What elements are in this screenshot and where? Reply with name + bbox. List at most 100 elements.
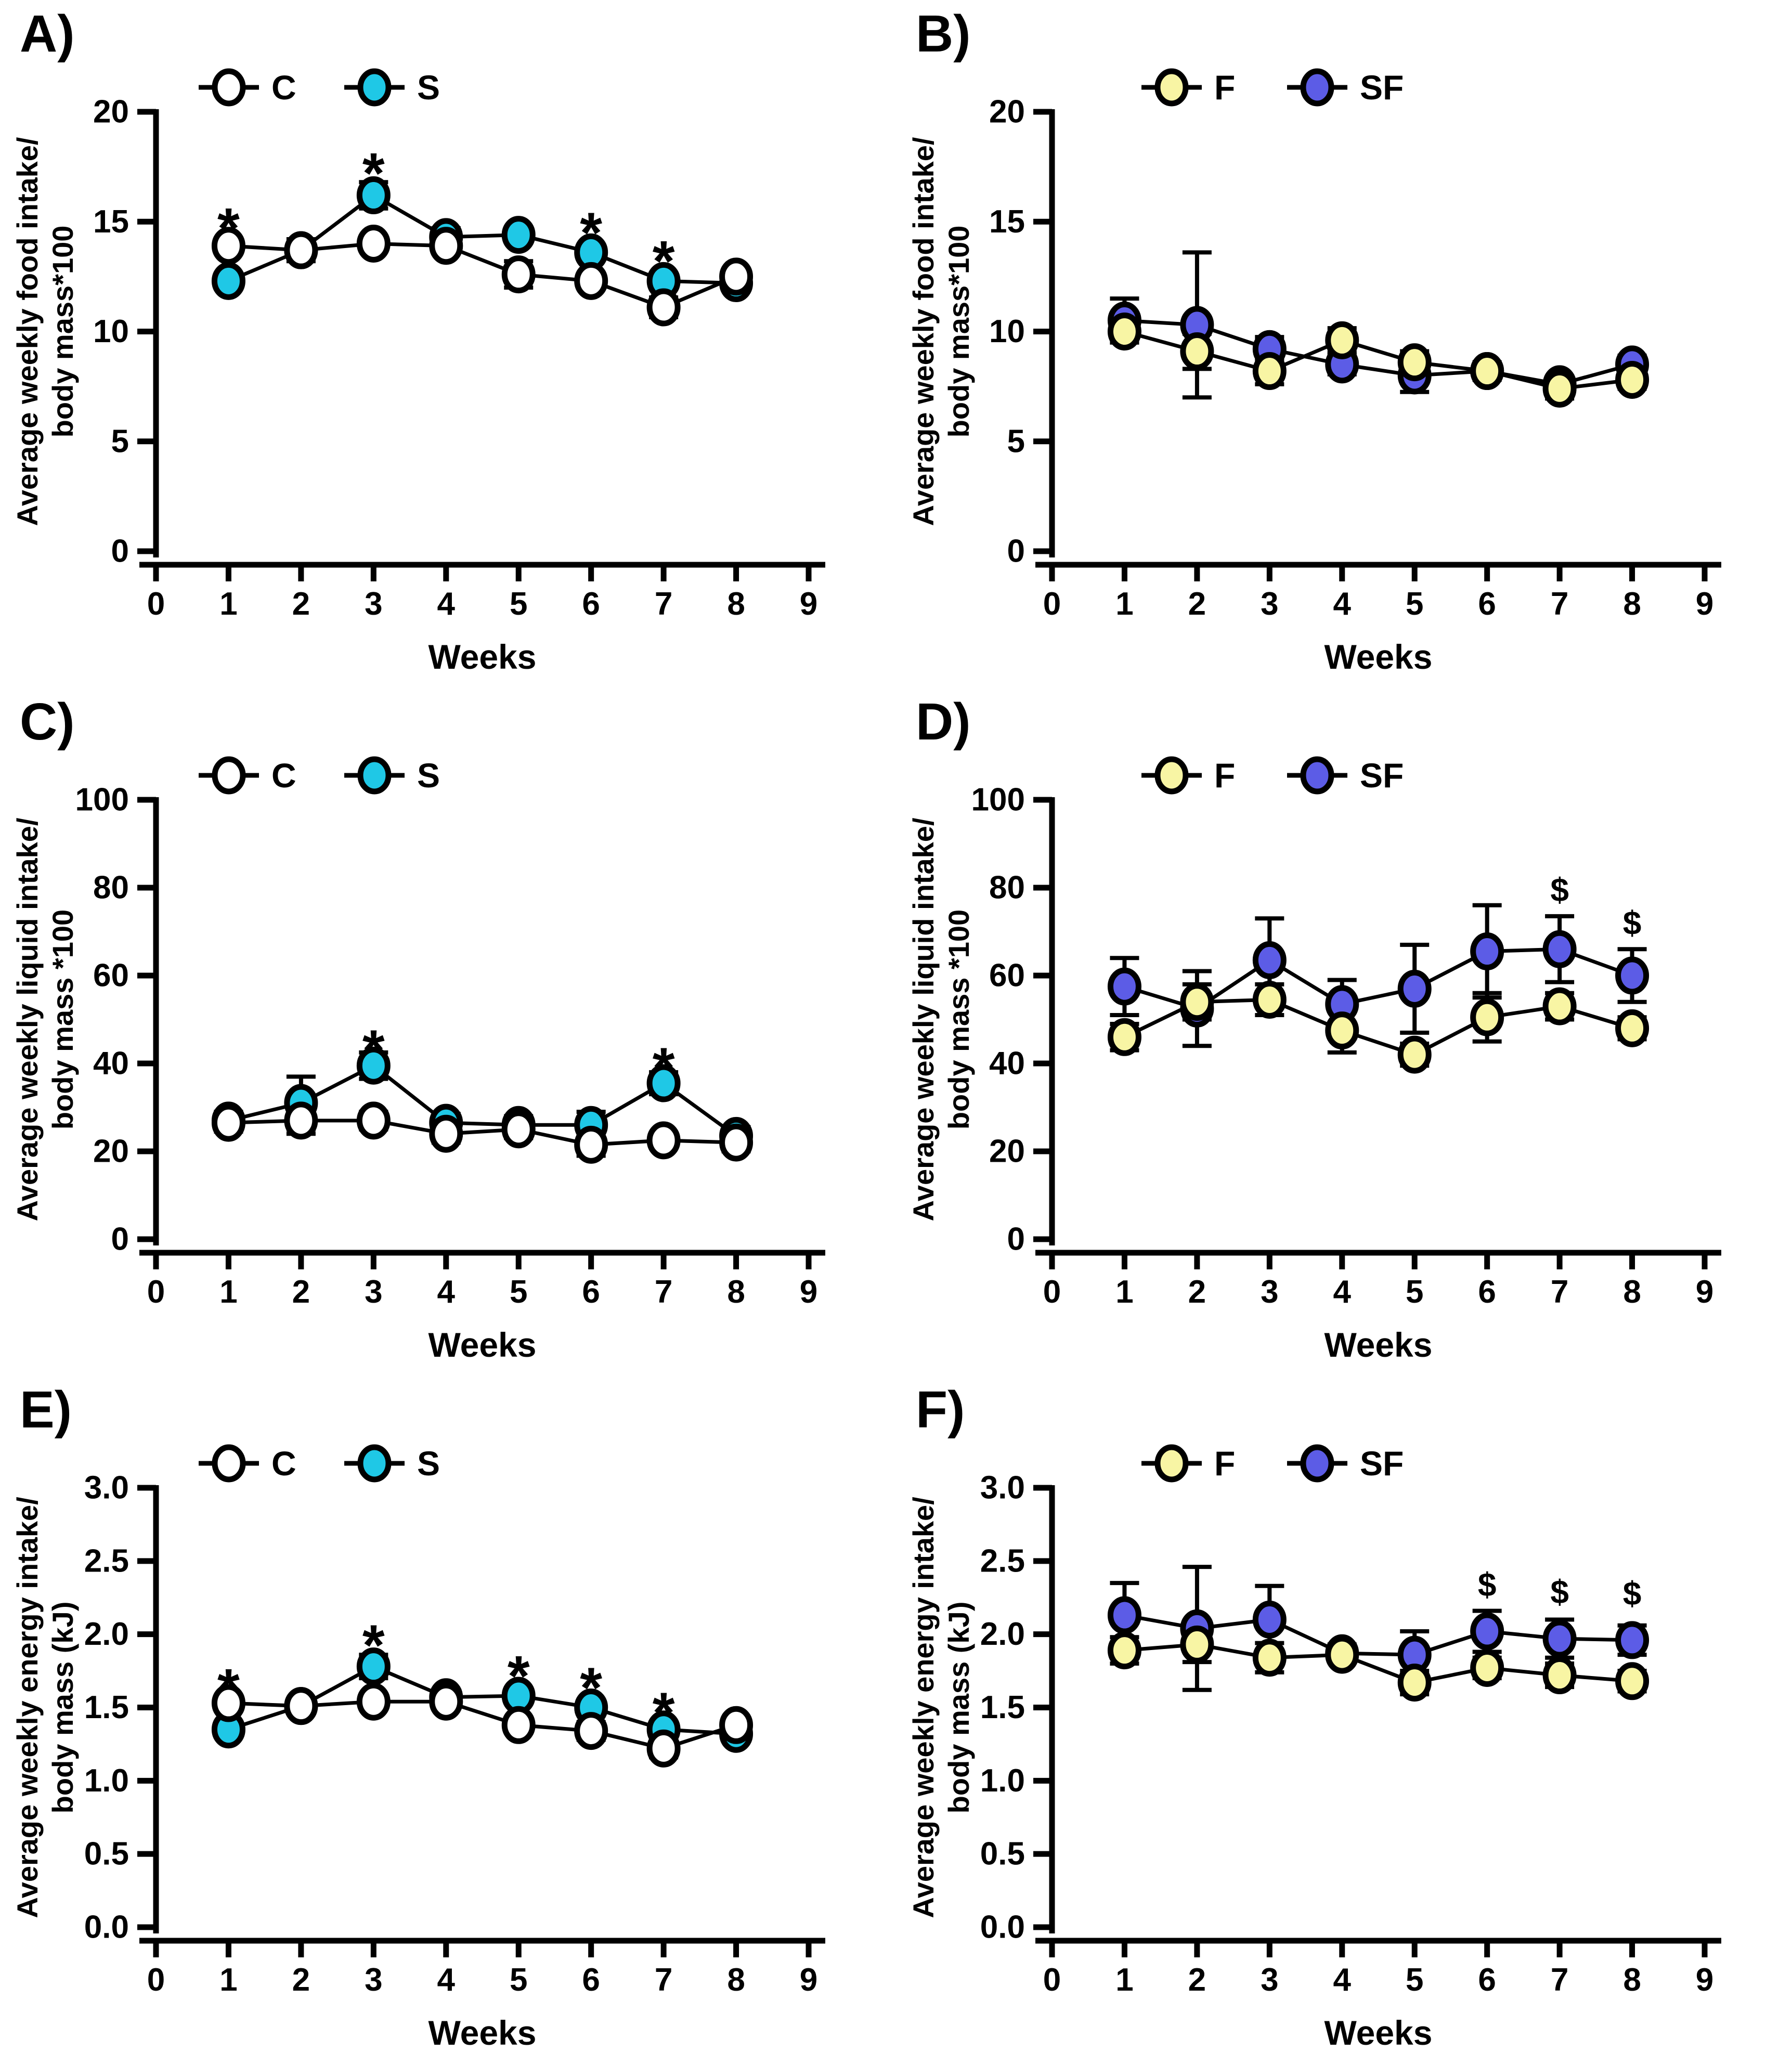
marker-C-w2	[284, 1687, 318, 1725]
y-axis-label-line1: Average weekly food intake/	[907, 137, 940, 526]
marker-C-w7	[646, 1121, 681, 1160]
y-tick-label: 1.0	[84, 1763, 129, 1799]
annotation-star: *	[217, 197, 240, 261]
x-tick-label: 8	[727, 586, 745, 622]
x-tick-label: 6	[1478, 1274, 1496, 1310]
chart-B: Average weekly food intake/body mass*100…	[907, 68, 1721, 676]
panel-D: D) Average weekly liquid intake/body mas…	[896, 688, 1792, 1376]
y-tick-label: 0.5	[980, 1836, 1025, 1872]
marker-C-w6	[574, 1125, 608, 1164]
x-tick-label: 6	[1478, 586, 1496, 622]
x-tick-label: 7	[1551, 1962, 1568, 1998]
marker-S-w7	[646, 1064, 681, 1102]
x-tick-label: 0	[1043, 586, 1061, 622]
y-tick-label: 20	[989, 94, 1025, 130]
marker-SF-w5	[1397, 969, 1432, 1008]
x-tick-label: 0	[1043, 1274, 1061, 1310]
marker-C-w5	[501, 255, 536, 294]
x-axis-label: Weeks	[428, 1326, 537, 1364]
panel-label-B: B)	[916, 5, 971, 63]
annotation-star: *	[580, 1656, 602, 1720]
legend-marker-C	[212, 68, 246, 107]
marker-F-w1	[1107, 1018, 1141, 1056]
y-axis-label-line2: body mass*100	[46, 226, 79, 438]
y-axis-label-line1: Average weekly liquid intake/	[11, 817, 44, 1221]
marker-F-w5	[1397, 1035, 1432, 1074]
panel-C: C) Average weekly liquid intake/body mas…	[0, 688, 896, 1376]
y-tick-label: 60	[93, 958, 129, 994]
y-tick-label: 10	[989, 314, 1025, 349]
annotation-star: *	[217, 1657, 240, 1721]
marker-C-w5	[501, 1706, 536, 1744]
y-axis-label-line1: Average weekly food intake/	[11, 137, 44, 526]
marker-SF-w7	[1542, 1619, 1577, 1658]
annotation-star: *	[362, 1614, 385, 1678]
x-tick-label: 9	[800, 1962, 817, 1998]
marker-C-w1	[211, 1684, 245, 1722]
y-tick-label: 1.5	[84, 1690, 129, 1725]
panel-label-F: F)	[916, 1381, 965, 1439]
marker-S-w1	[211, 262, 245, 300]
legend-label-SF: SF	[1360, 756, 1404, 795]
chart-F: Average weekly energy intake/body mass (…	[907, 1444, 1721, 2052]
y-tick-label: 2.5	[84, 1543, 129, 1579]
marker-C-w2	[284, 1101, 318, 1140]
y-axis-label-line2: body mass *100	[46, 910, 79, 1129]
y-axis-label-line1: Average weekly liquid intake/	[907, 817, 940, 1221]
legend-label-C: C	[271, 68, 296, 107]
legend-label-C: C	[271, 756, 296, 795]
x-tick-label: 8	[1623, 1274, 1641, 1310]
panel-label-C: C)	[20, 693, 75, 751]
legend-marker-SF	[1300, 1444, 1334, 1483]
x-tick-label: 2	[1188, 1962, 1206, 1998]
marker-F-w4	[1325, 1635, 1359, 1674]
x-tick-label: 1	[1115, 1962, 1133, 1998]
marker-F-w7	[1542, 987, 1577, 1025]
marker-F-w8	[1615, 1662, 1650, 1700]
legend-marker-F	[1154, 756, 1189, 795]
chart-A: Average weekly food intake/body mass*100…	[11, 68, 825, 676]
x-tick-label: 5	[1406, 586, 1423, 622]
annotation-dollar: $	[1550, 871, 1569, 908]
marker-C-w8	[719, 1123, 754, 1162]
x-tick-label: 2	[1188, 586, 1206, 622]
marker-F-w5	[1397, 343, 1432, 382]
annotation-star: *	[362, 1019, 385, 1083]
x-axis-label: Weeks	[1324, 1326, 1433, 1364]
y-tick-label: 5	[1007, 423, 1025, 459]
annotation-star: *	[508, 1644, 530, 1708]
marker-S-w3	[356, 1046, 391, 1085]
marker-F-w2	[1180, 332, 1214, 371]
annotation-dollar: $	[1478, 1566, 1497, 1603]
x-tick-label: 4	[437, 1962, 456, 1998]
marker-C-w4	[429, 1114, 463, 1153]
x-tick-label: 3	[365, 1274, 382, 1310]
y-tick-label: 2.0	[84, 1616, 129, 1652]
x-tick-label: 5	[1406, 1962, 1423, 1998]
marker-F-w3	[1252, 352, 1287, 391]
x-tick-label: 7	[655, 1274, 672, 1310]
marker-F-w2	[1180, 983, 1214, 1021]
marker-F-w4	[1325, 321, 1359, 359]
chart-E: Average weekly energy intake/body mass (…	[11, 1444, 825, 2052]
marker-S-w5	[501, 216, 536, 254]
annotation-dollar: $	[1623, 904, 1642, 942]
x-tick-label: 7	[1551, 586, 1568, 622]
marker-F-w6	[1470, 1648, 1504, 1687]
legend-label-C: C	[271, 1444, 296, 1483]
y-tick-label: 0	[111, 1222, 129, 1257]
x-tick-label: 8	[1623, 586, 1641, 622]
marker-F-w3	[1252, 980, 1287, 1019]
marker-SF-w1	[1107, 967, 1141, 1006]
marker-SF-w6	[1470, 932, 1504, 971]
marker-SF-w3	[1252, 1601, 1287, 1639]
legend-label-S: S	[417, 68, 440, 107]
panel-A: A) Average weekly food intake/body mass*…	[0, 0, 896, 688]
y-tick-label: 1.0	[980, 1763, 1025, 1799]
legend-marker-F	[1154, 1444, 1189, 1483]
x-tick-label: 1	[219, 1274, 237, 1310]
x-axis-label: Weeks	[1324, 638, 1433, 676]
y-tick-label: 20	[989, 1134, 1025, 1170]
x-tick-label: 8	[727, 1274, 745, 1310]
y-tick-label: 10	[93, 314, 129, 349]
